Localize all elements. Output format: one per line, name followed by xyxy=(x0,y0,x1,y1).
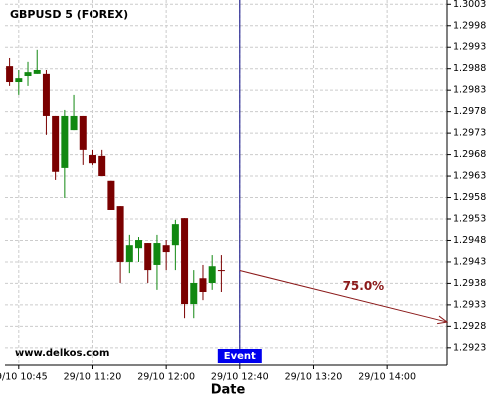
x-tick-label: 29/10 12:40 xyxy=(211,372,269,383)
candle-body xyxy=(125,245,133,262)
event-label: Event xyxy=(224,351,256,362)
y-tick-label: 1.2998 xyxy=(453,20,486,31)
candle-body xyxy=(88,155,96,164)
forecast-arrow xyxy=(239,270,448,323)
y-tick-label: 1.2963 xyxy=(453,171,486,182)
y-tick-label: 1.2978 xyxy=(453,106,486,117)
event-label-box xyxy=(217,349,262,363)
candle-body xyxy=(116,206,124,262)
candle-body xyxy=(153,243,161,265)
y-tick-label: 1.3003 xyxy=(453,0,486,10)
watermark: www.delkos.com xyxy=(15,348,109,359)
candle-body xyxy=(24,72,32,77)
candle-body xyxy=(171,224,179,246)
candle-body xyxy=(33,69,41,74)
x-tick-label: 29/10 11:20 xyxy=(64,372,122,383)
y-tick-label: 1.2988 xyxy=(453,63,486,74)
forecast-label: 75.0% xyxy=(343,279,385,293)
y-tick-label: 1.2973 xyxy=(453,128,486,139)
candle-body xyxy=(107,180,115,210)
y-tick-label: 1.2993 xyxy=(453,42,486,53)
y-tick-label: 1.2943 xyxy=(453,256,486,267)
candle-body xyxy=(217,270,225,272)
y-tick-label: 1.2953 xyxy=(453,214,486,225)
chart-title: GBPUSD 5 (FOREX) xyxy=(10,8,128,21)
candle-body xyxy=(79,115,87,150)
y-tick-label: 1.2983 xyxy=(453,85,486,96)
x-axis-label: Date xyxy=(211,383,246,398)
candle-body xyxy=(98,155,106,177)
y-tick-label: 1.2928 xyxy=(453,321,486,332)
x-tick-label: 29/10 13:20 xyxy=(285,372,343,383)
plot-area xyxy=(5,0,447,365)
y-tick-label: 1.2968 xyxy=(453,149,486,160)
y-tick-label: 1.2948 xyxy=(453,235,486,246)
arrow-head xyxy=(437,315,449,325)
y-tick-label: 1.2933 xyxy=(453,299,486,310)
y-tick-label: 1.2923 xyxy=(453,342,486,353)
candle-body xyxy=(70,115,78,131)
y-tick-label: 1.2958 xyxy=(453,192,486,203)
candle-body xyxy=(61,115,69,168)
candle-body xyxy=(15,78,23,83)
candle-body xyxy=(190,282,198,305)
candle-body xyxy=(52,115,60,172)
candle-body xyxy=(208,266,216,283)
candle-body xyxy=(144,243,152,271)
candle-body xyxy=(6,66,14,83)
x-tick-label: 29/10 12:00 xyxy=(137,372,195,383)
candle-body xyxy=(135,240,143,249)
candle-body xyxy=(181,218,189,305)
candle-body xyxy=(42,73,50,116)
candle-body xyxy=(199,278,207,292)
x-tick-label: 29/10 14:00 xyxy=(358,372,416,383)
y-tick-label: 1.2938 xyxy=(453,278,486,289)
candle-body xyxy=(162,245,170,253)
x-tick-label: 29/10 10:45 xyxy=(0,372,48,383)
